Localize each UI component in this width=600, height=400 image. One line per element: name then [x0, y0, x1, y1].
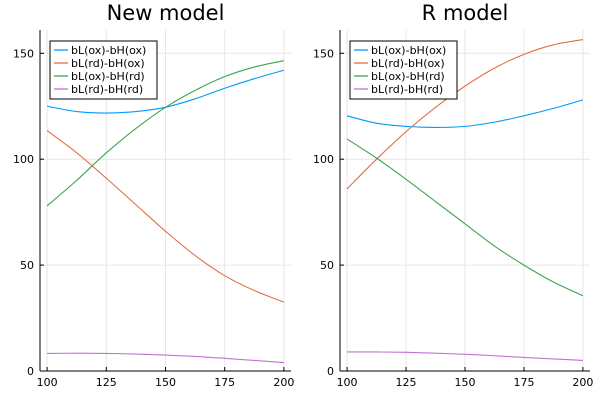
x-tick-label: 125	[96, 376, 117, 389]
legend: bL(ox)-bH(ox)bL(rd)-bH(ox)bL(ox)-bH(rd)b…	[349, 40, 458, 100]
y-tick-label: 0	[327, 365, 334, 378]
series-line-bl-rd-bh-rd	[347, 351, 583, 361]
x-tick-label: 150	[455, 376, 476, 389]
x-tick-label: 175	[214, 376, 235, 389]
y-tick-label: 150	[13, 47, 34, 60]
x-tick-label: 200	[273, 376, 294, 389]
series-line-bl-rd-bh-ox	[46, 130, 285, 303]
y-tick-label: 150	[313, 47, 334, 60]
legend-label: bL(ox)-bH(rd)	[371, 70, 445, 83]
y-tick-label: 50	[20, 259, 34, 272]
legend-label: bL(rd)-bH(ox)	[371, 57, 445, 70]
chart-panel-new-model: New model 100 125 150 175 200 0 50 100 150 bL(ox)-…	[13, 1, 294, 389]
chart-title: R model	[422, 1, 509, 25]
x-tick-label: 100	[37, 376, 58, 389]
legend-label: bL(rd)-bH(rd)	[71, 83, 143, 96]
series-line-bl-ox-bh-rd	[46, 60, 285, 207]
x-tick-label: 175	[513, 376, 534, 389]
legend-label: bL(ox)-bH(ox)	[71, 44, 146, 57]
chart-panel-r-model: R model 100 125 150 175 200 0 50 100 150 bL(ox)-bH…	[313, 1, 593, 389]
legend-label: bL(rd)-bH(ox)	[71, 57, 145, 70]
x-tick-label: 100	[337, 376, 358, 389]
legend-label: bL(ox)-bH(ox)	[371, 44, 446, 57]
y-tick-label: 100	[13, 153, 34, 166]
series-line-bl-rd-bh-ox	[346, 38, 584, 190]
x-tick-label: 150	[155, 376, 176, 389]
y-tick-label: 50	[320, 259, 334, 272]
series-line-bl-rd-bh-rd	[47, 352, 284, 364]
y-tick-label: 0	[27, 365, 34, 378]
x-tick-label: 200	[572, 376, 593, 389]
legend: bL(ox)-bH(ox)bL(rd)-bH(ox)bL(ox)-bH(rd)b…	[49, 40, 158, 100]
legend-label: bL(rd)-bH(rd)	[371, 83, 443, 96]
legend-label: bL(ox)-bH(rd)	[71, 70, 145, 83]
series-line-bl-ox-bh-ox	[346, 99, 584, 128]
y-tick-label: 100	[313, 153, 334, 166]
series-line-bl-ox-bh-rd	[346, 138, 584, 297]
x-tick-label: 125	[396, 376, 417, 389]
chart-title: New model	[107, 1, 225, 25]
